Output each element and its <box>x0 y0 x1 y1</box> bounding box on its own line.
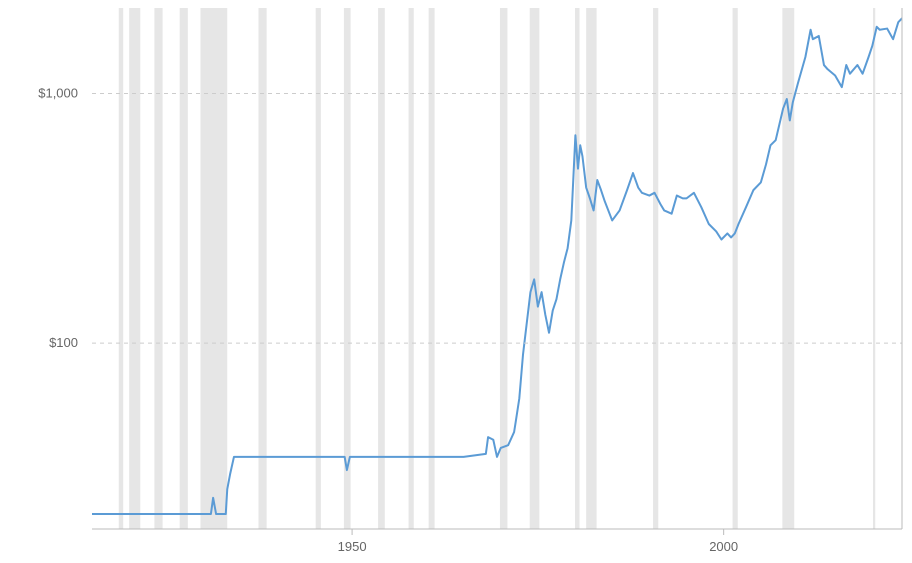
price-history-chart: $100 $1,000 1950 2000 <box>0 0 912 563</box>
recession-band <box>258 8 266 529</box>
recession-band <box>344 8 351 529</box>
chart-canvas: $100 $1,000 1950 2000 <box>0 0 912 563</box>
y-tick-label: $100 <box>49 335 78 350</box>
recession-band <box>782 8 794 529</box>
recession-band <box>180 8 188 529</box>
recession-band <box>129 8 140 529</box>
recession-band <box>378 8 385 529</box>
recession-band <box>530 8 540 529</box>
recession-band <box>873 8 875 529</box>
recession-band <box>316 8 321 529</box>
recession-band <box>733 8 738 529</box>
recession-band <box>154 8 162 529</box>
recession-band <box>119 8 123 529</box>
x-tick-label: 1950 <box>338 539 367 554</box>
recession-band <box>500 8 507 529</box>
recession-band <box>429 8 435 529</box>
recession-band <box>575 8 579 529</box>
recession-band <box>653 8 658 529</box>
recession-band <box>409 8 414 529</box>
y-tick-label: $1,000 <box>38 85 78 100</box>
x-tick-label: 2000 <box>709 539 738 554</box>
recession-band <box>200 8 227 529</box>
recession-band <box>586 8 596 529</box>
